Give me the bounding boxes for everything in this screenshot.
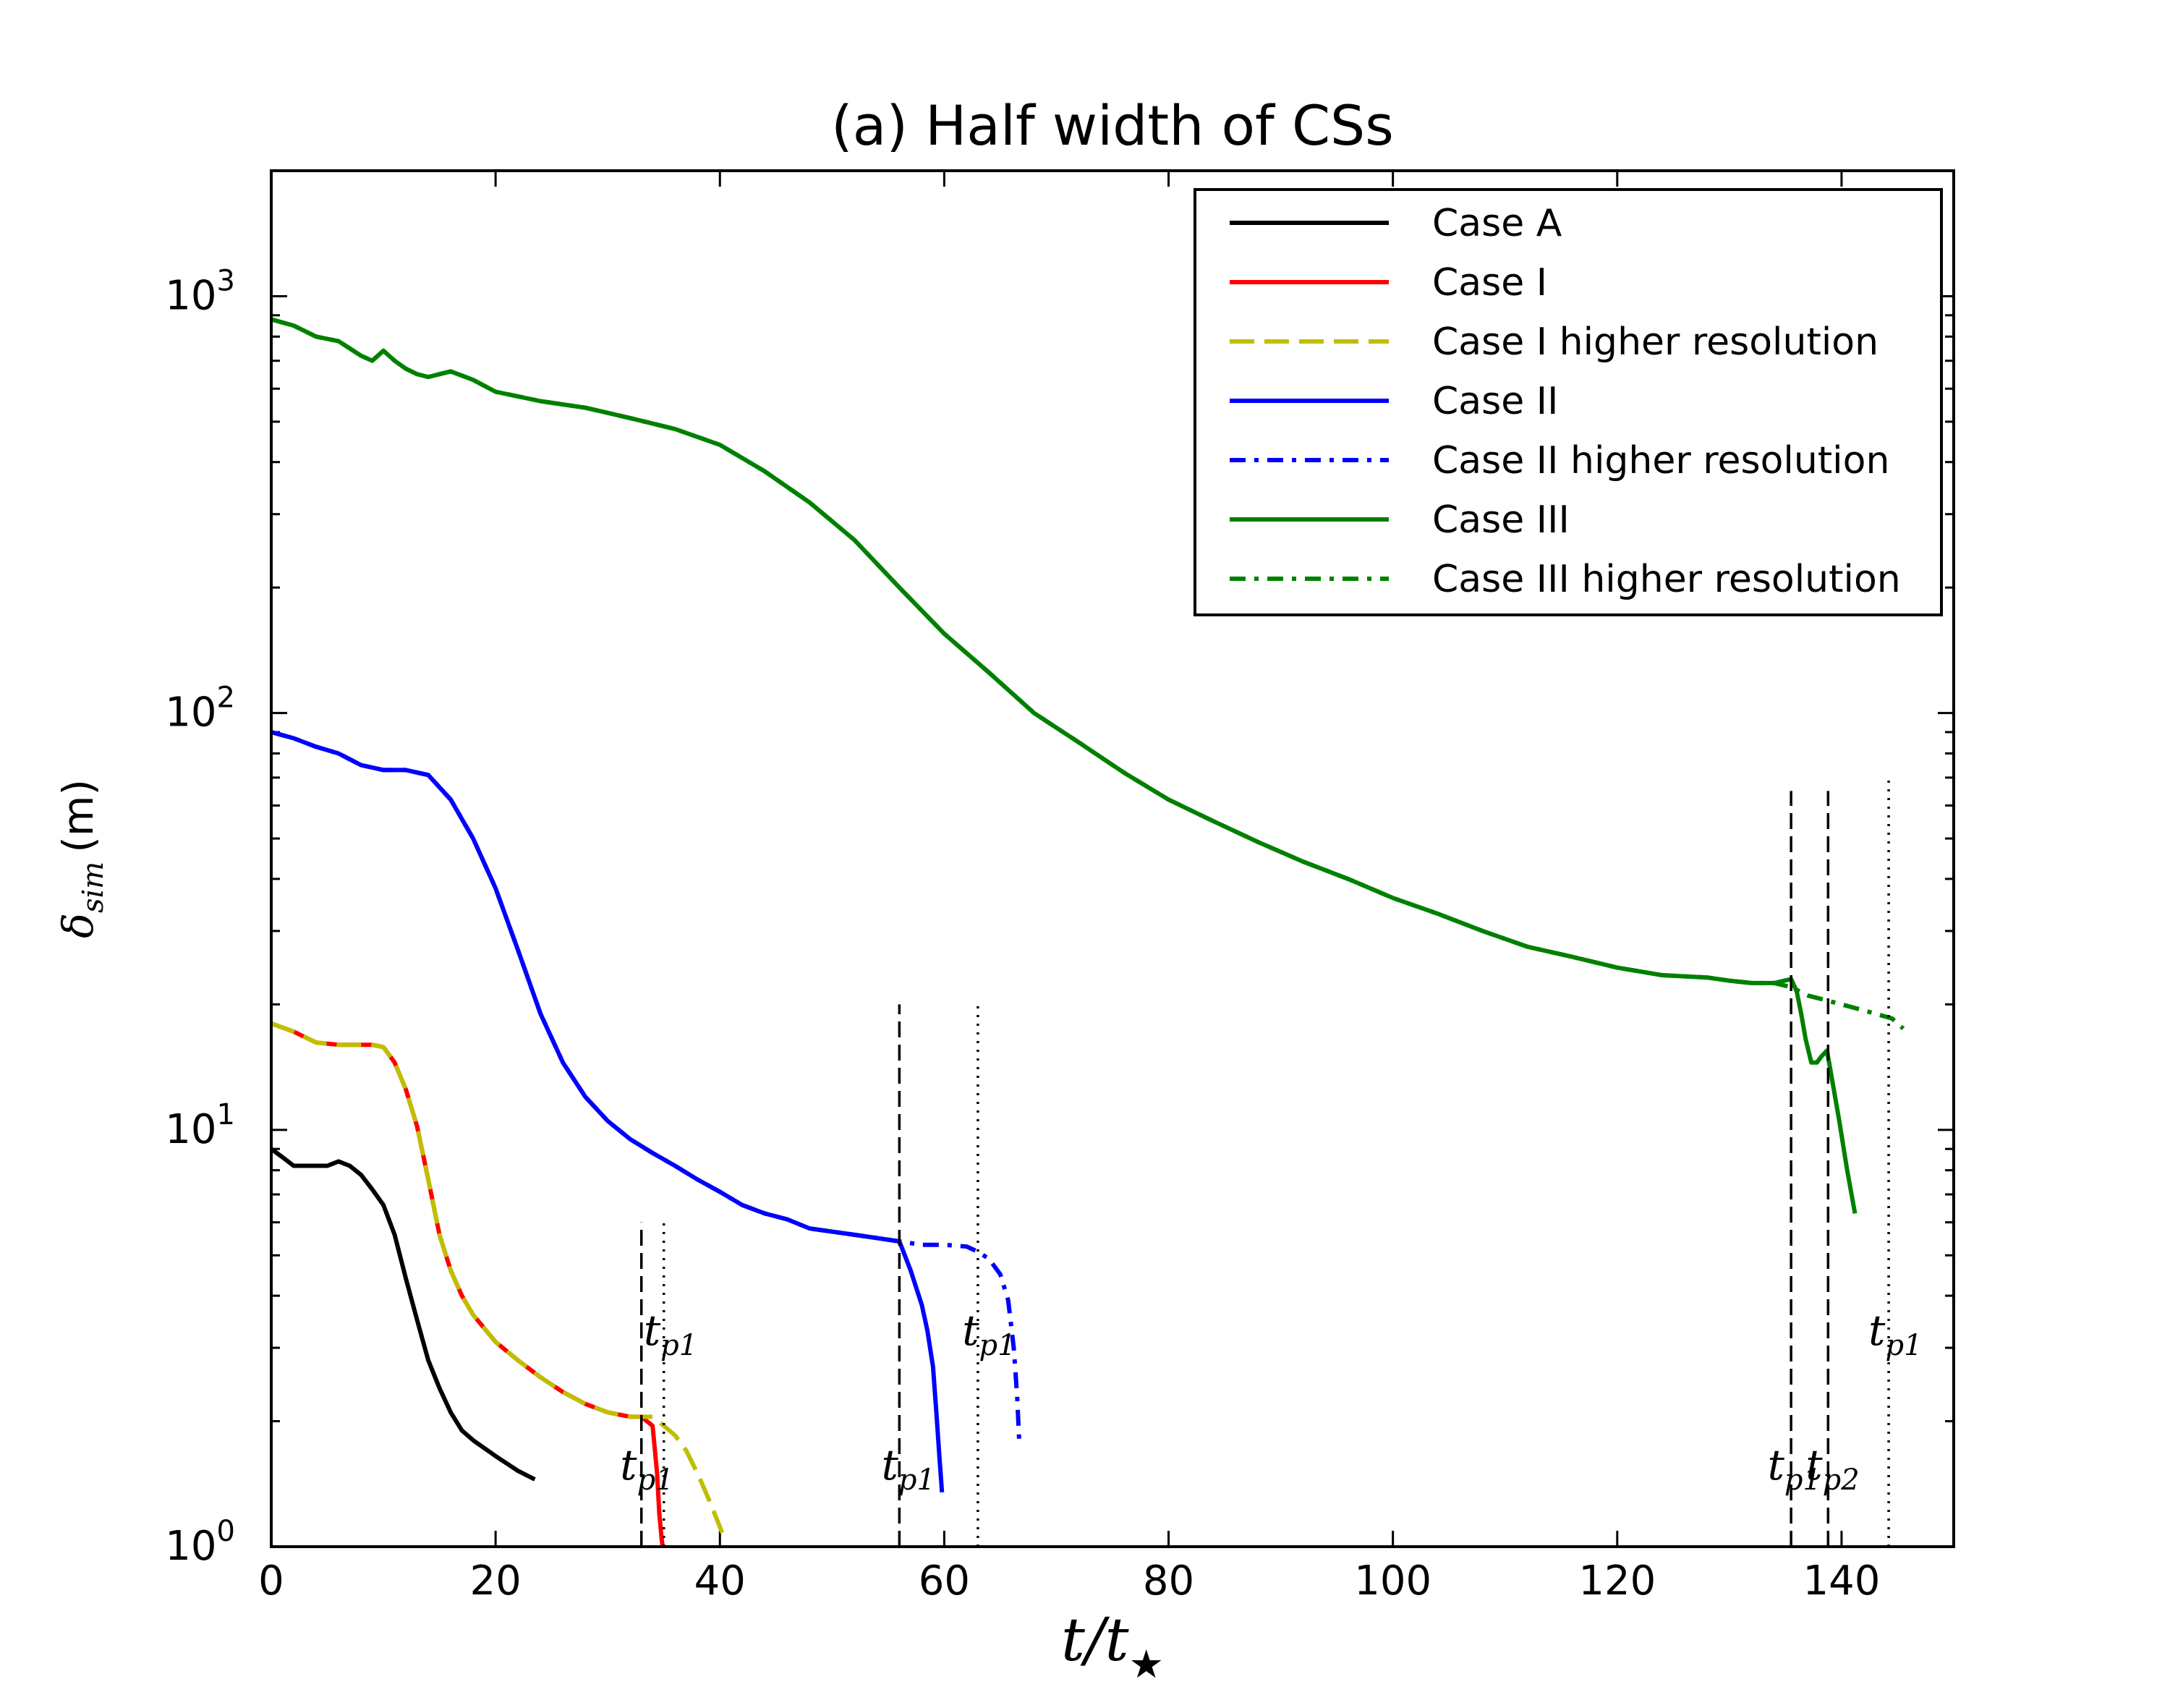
plot-frame <box>270 169 1955 1548</box>
annotation-t-p1: tp1 <box>644 1306 697 1362</box>
x-tick-label: 20 <box>470 1558 522 1605</box>
event-lines <box>639 777 1890 1547</box>
annotation-sub: p1 <box>637 1463 674 1497</box>
y-tick-label: 101 <box>165 1098 235 1153</box>
annotation-base: t <box>1768 1440 1785 1490</box>
annotation-base: t <box>620 1440 637 1490</box>
legend-label: Case II <box>1432 380 1558 423</box>
y-tick-label: 103 <box>165 264 235 319</box>
chart-title: (a) Half width of CSs <box>831 93 1394 158</box>
annotation-t-p1: tp1 <box>620 1440 673 1497</box>
y-tick-exponent: 3 <box>217 264 235 297</box>
y-tick-base: 10 <box>165 1523 216 1570</box>
legend-label: Case III higher resolution <box>1432 558 1901 601</box>
annotation-sub: p1 <box>660 1329 697 1362</box>
y-tick-label: 102 <box>165 681 235 736</box>
annotation-sub: p1 <box>898 1463 935 1497</box>
x-tick-label: 40 <box>694 1558 746 1605</box>
annotation-t-p1: tp1 <box>882 1440 935 1497</box>
legend-label: Case I higher resolution <box>1432 320 1878 364</box>
series-line-case-ii-higher-resolution <box>271 730 1022 1446</box>
legend-label: Case A <box>1432 202 1562 245</box>
legend-label: Case III <box>1432 498 1570 542</box>
y-axis-label-unit: (m) <box>54 779 103 853</box>
x-tick-labels: 0 20 40 60 80 100 120 140 <box>258 1558 1880 1605</box>
annotation-sub: p1 <box>1885 1329 1922 1362</box>
x-tick-label: 120 <box>1578 1558 1656 1605</box>
x-axis-label-star: ★ <box>1129 1641 1164 1687</box>
y-tick-exponent: 1 <box>217 1098 235 1131</box>
annotation-sub: p1 <box>1784 1463 1821 1497</box>
series-line-case-iii-higher-resolution <box>271 317 1905 1031</box>
annotation-t-p1: tp1 <box>1768 1440 1821 1497</box>
annotation-base: t <box>1868 1306 1886 1355</box>
y-tick-base: 10 <box>165 272 216 319</box>
annotation-base: t <box>962 1306 979 1355</box>
annotation-t-p1: tp1 <box>962 1306 1016 1362</box>
legend: Case A Case I Case I higher resolution Case… <box>1194 188 1943 616</box>
y-tick-base: 10 <box>165 689 216 736</box>
series-line-case-a <box>271 1147 536 1482</box>
annotation-base: t <box>882 1440 899 1490</box>
legend-label: Case II higher resolution <box>1432 439 1889 483</box>
legend-label: Case I <box>1432 261 1547 305</box>
data-series <box>271 317 1905 1547</box>
annotation-sub: p1 <box>979 1329 1016 1362</box>
annotation-base: t <box>644 1306 661 1355</box>
x-tick-label: 100 <box>1354 1558 1431 1605</box>
y-tick-exponent: 0 <box>217 1515 235 1548</box>
x-tick-label: 140 <box>1803 1558 1880 1605</box>
x-tick-label: 0 <box>258 1558 284 1605</box>
y-tick-base: 10 <box>165 1106 216 1153</box>
annotation-t-p2: tp2 <box>1805 1440 1859 1497</box>
series-line-case-i-higher-resolution <box>271 1021 725 1534</box>
x-tick-label: 60 <box>919 1558 970 1605</box>
y-axis-label-symbol: δ <box>54 913 103 938</box>
x-tick-label: 80 <box>1143 1558 1194 1605</box>
y-axis-label-sub: sim <box>77 862 110 913</box>
annotation-sub: p2 <box>1823 1463 1860 1497</box>
svg-text:δsim(m): δsim (m) <box>54 779 110 938</box>
annotation-t-p1: tp1 <box>1868 1306 1922 1362</box>
x-axis-label: t/t★ <box>1061 1606 1164 1687</box>
x-axis-label-main: t/t <box>1061 1606 1130 1675</box>
y-tick-label: 100 <box>165 1515 235 1570</box>
y-axis-label: δsim (m) <box>54 779 110 938</box>
annotation-base: t <box>1805 1440 1823 1490</box>
y-tick-exponent: 2 <box>217 681 235 715</box>
